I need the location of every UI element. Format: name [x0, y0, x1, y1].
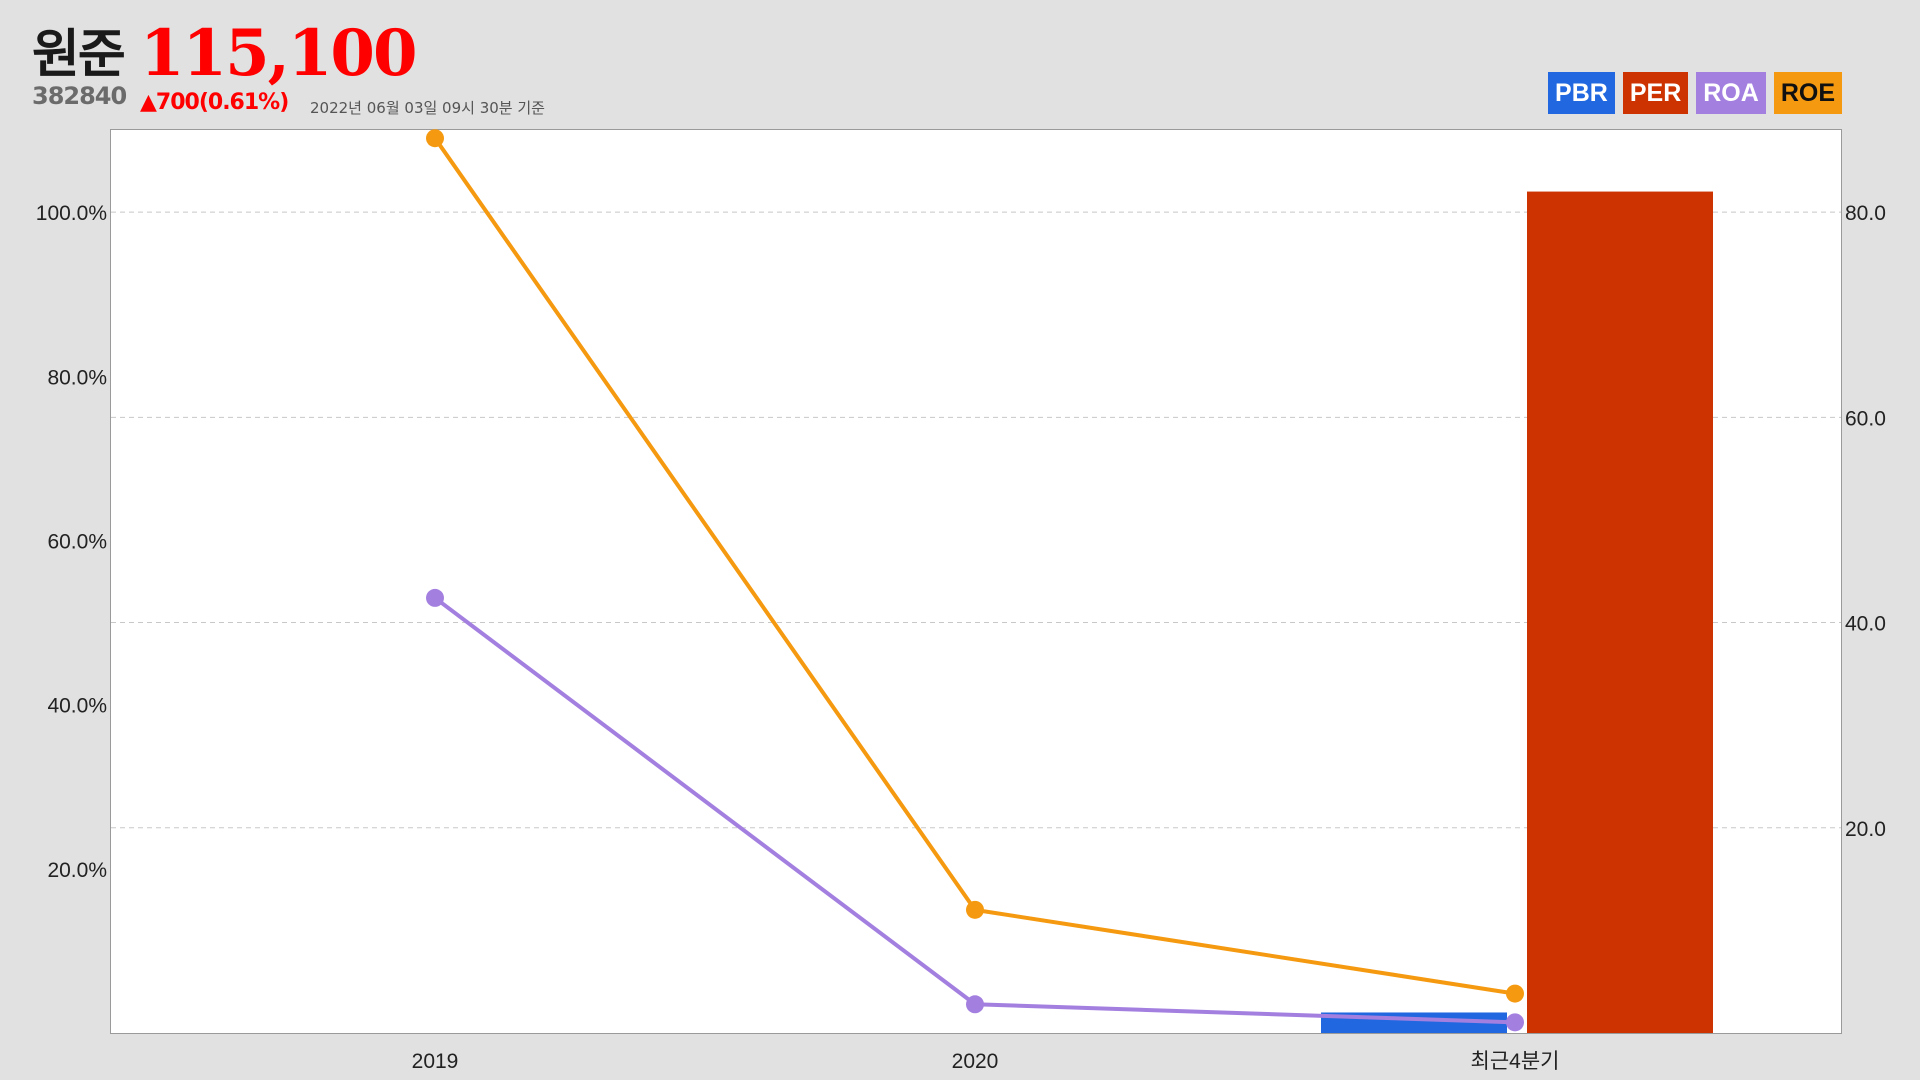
line-roe [433, 137, 1516, 996]
chart-legend: PBR PER ROA ROE [1548, 72, 1842, 114]
left-axis-tick-label: 80.0% [47, 366, 107, 389]
price-change: ▲700(0.61%) [140, 90, 289, 115]
stock-name: 원준 [32, 25, 126, 85]
x-axis-tick-label: 2019 [412, 1050, 459, 1073]
point-roe [1506, 984, 1524, 1003]
right-axis-tick-label: 40.0 [1845, 613, 1886, 636]
legend-roa[interactable]: ROA [1696, 72, 1766, 114]
point-roa [966, 995, 984, 1014]
point-roe [426, 129, 444, 148]
right-axis-tick-label: 60.0 [1845, 407, 1886, 430]
legend-pbr[interactable]: PBR [1548, 72, 1615, 114]
point-roa [426, 588, 444, 607]
x-axis-tick-label: 2020 [952, 1050, 999, 1073]
left-axis-tick-label: 100.0% [36, 202, 107, 225]
x-axis-tick-label: 최근4분기 [1471, 1050, 1560, 1073]
legend-roe[interactable]: ROE [1773, 72, 1842, 114]
right-axis-tick-label: 80.0 [1845, 202, 1886, 225]
right-axis-tick-label: 20.0 [1845, 818, 1886, 841]
left-axis-tick-label: 60.0% [47, 530, 107, 553]
point-roe [966, 900, 984, 919]
legend-per[interactable]: PER [1622, 72, 1689, 114]
bar-per [1527, 191, 1713, 1033]
point-roa [1506, 1013, 1524, 1032]
stock-price: 115,100 [140, 16, 417, 91]
line-roa [433, 596, 1516, 1025]
as-of-timestamp: 2022년 06월 03일 09시 30분 기준 [310, 99, 545, 117]
left-axis-tick-label: 20.0% [47, 859, 107, 882]
stock-code: 382840 [32, 82, 127, 110]
left-axis-tick-label: 40.0% [47, 695, 107, 718]
